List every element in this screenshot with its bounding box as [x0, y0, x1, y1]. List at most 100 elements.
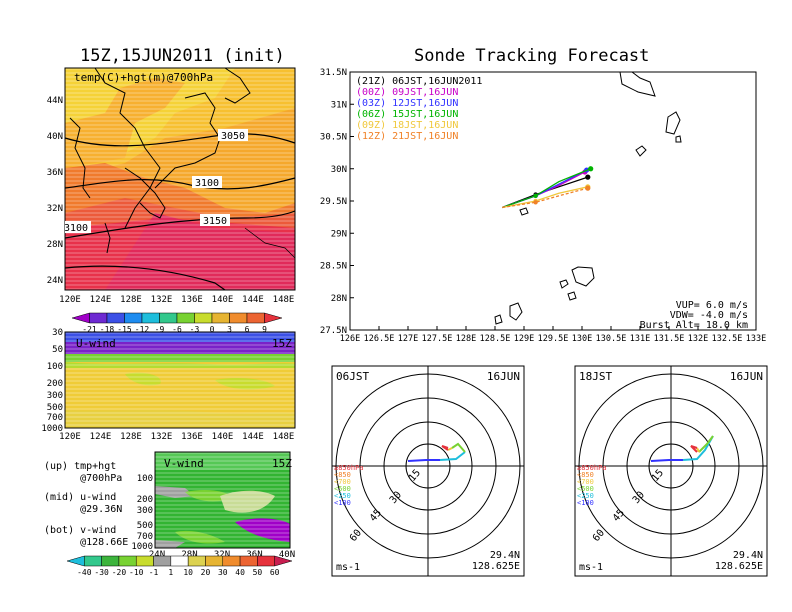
track-y-tick: 31.5N	[320, 68, 347, 78]
map-y-tick: 24N	[47, 276, 63, 286]
track-series-line	[502, 187, 588, 209]
map-y-tick: 40N	[47, 132, 63, 142]
track-legend-item: (21Z) 06JST,16JUN2011	[356, 76, 482, 87]
u-wind-time: 15Z	[272, 337, 292, 350]
map-y-axis: 44N 40N 36N 32N 28N 24N	[47, 96, 63, 286]
param-burst: Burst Alt= 18.0 km	[640, 320, 748, 331]
colorbar-label: -9	[155, 325, 165, 334]
v-x-tick: 36N	[246, 550, 262, 558]
u-x-tick: 148E	[273, 432, 295, 442]
colorbar-label: -3	[190, 325, 200, 334]
track-legend-item: (12Z) 21JST,16JUN	[356, 131, 458, 142]
track-waypoint	[533, 200, 538, 205]
wind-colorbar-swatch	[101, 555, 120, 567]
track-x-tick: 132E	[688, 334, 708, 344]
wind-colorbar-label: 60	[270, 568, 280, 577]
track-x-tick: 131.5E	[654, 334, 685, 344]
track-y-tick: 28N	[331, 294, 347, 304]
colorbar-label: 9	[262, 325, 267, 334]
map-x-tick: 144E	[242, 295, 264, 305]
wind-colorbar: -40 -30 -20 -10 -1 1 10 20 30 40 50 60	[66, 555, 293, 577]
temperature-colorbar: -21 -18 -15 -12 -9 -6 -3 0 3 6 9	[71, 312, 283, 334]
track-waypoint	[533, 193, 538, 199]
wind-colorbar-label: -20	[112, 568, 127, 577]
polar-lat: 29.4N	[733, 550, 763, 561]
v-wind-label: V-wind	[164, 457, 204, 470]
param-vdw: VDW= -4.0 m/s	[670, 310, 748, 321]
v-y-tick: 100	[137, 474, 153, 484]
note-up: (up) tmp+hgt @700hPa	[44, 461, 123, 484]
colorbar-swatch	[176, 312, 195, 324]
track-x-tick: 127.5E	[422, 334, 453, 344]
hodograph-segment	[451, 442, 466, 453]
track-endpoint	[588, 166, 594, 172]
sonde-track-chart: 126E 126.5E 127E 127.5E 128E 128.5E 129E 129.5E…	[320, 68, 766, 344]
track-series-line	[502, 168, 591, 209]
map-y-tick: 44N	[47, 96, 63, 106]
polar-unit: ms-1	[336, 562, 360, 573]
colorbar-swatch	[106, 312, 125, 324]
polar-level-legend: <100	[334, 499, 351, 507]
track-legend-item: (06Z) 15JST,16JUN	[356, 109, 458, 120]
track-x-tick: 130E	[572, 334, 592, 344]
u-y-tick: 500	[47, 403, 63, 413]
map-x-axis: 120E 124E 128E 132E 136E 140E 144E 148E	[59, 295, 294, 305]
track-y-tick: 30.5N	[320, 133, 347, 143]
wind-colorbar-swatch	[205, 555, 224, 567]
polar-18jst: 18JST 16JUN15304560≥850hPa<850<700<500<25…	[574, 365, 768, 577]
colorbar-label: -6	[172, 325, 182, 334]
polar-level-legend: <700	[334, 478, 351, 486]
polar-lon: 128.625E	[715, 561, 763, 572]
polar-date: 16JUN	[487, 370, 520, 383]
v-x-tick: 28N	[181, 550, 197, 558]
map-y-tick: 28N	[47, 240, 63, 250]
track-y-tick: 30N	[331, 165, 347, 175]
polar-level-legend: <850	[577, 471, 594, 479]
u-x-tick: 120E	[59, 432, 81, 442]
colorbar-swatch	[89, 312, 108, 324]
u-y-tick: 700	[47, 413, 63, 423]
colorbar-label: -21	[82, 325, 97, 334]
track-x-tick: 129.5E	[538, 334, 569, 344]
track-x-axis: 126E 126.5E 127E 127.5E 128E 128.5E 129E 129.5E…	[340, 326, 766, 344]
u-x-tick: 124E	[90, 432, 112, 442]
contour-label: 3100	[64, 223, 88, 234]
v-y-tick: 300	[137, 506, 153, 516]
v-x-tick: 24N	[149, 550, 165, 558]
polar-level-legend: ≥850hPa	[577, 464, 607, 472]
wind-colorbar-swatch	[170, 555, 189, 567]
polar-lat: 29.4N	[490, 550, 520, 561]
u-y-tick: 1000	[41, 424, 63, 434]
track-y-tick: 31N	[331, 100, 347, 110]
u-x-tick: 140E	[212, 432, 234, 442]
colorbar-swatch	[264, 312, 283, 324]
map-y-tick: 32N	[47, 204, 63, 214]
colorbar-label: -15	[117, 325, 132, 334]
v-wind-time: 15Z	[272, 457, 292, 470]
hodograph-segment	[698, 435, 714, 453]
track-x-tick: 130.5E	[596, 334, 627, 344]
track-endpoint	[585, 174, 591, 180]
colorbar-swatch	[141, 312, 160, 324]
wind-colorbar-swatch	[84, 555, 102, 567]
wind-colorbar-swatch	[222, 555, 241, 567]
hodograph-segment	[650, 459, 683, 462]
v-y-tick: 500	[137, 521, 153, 531]
polar-unit: ms-1	[579, 562, 603, 573]
track-y-tick: 29.5N	[320, 197, 347, 207]
wind-colorbar-swatch	[274, 555, 293, 567]
u-wind-x-axis: 120E 124E 128E 132E 136E 140E 144E 148E	[59, 432, 294, 442]
track-x-tick: 128E	[456, 334, 476, 344]
temperature-height-map: 3050 3100 3150 3100 temp(C)+hgt(m)@700hP…	[47, 67, 296, 305]
track-x-tick: 132.5E	[712, 334, 743, 344]
note-mid: (mid) u-wind @29.36N	[44, 492, 123, 515]
polar-level-legend: <500	[334, 485, 351, 493]
polar-level-legend: ≥850hPa	[334, 464, 364, 472]
track-x-tick: 127E	[398, 334, 418, 344]
polar-title: 18JST	[579, 370, 612, 383]
u-x-tick: 136E	[181, 432, 203, 442]
